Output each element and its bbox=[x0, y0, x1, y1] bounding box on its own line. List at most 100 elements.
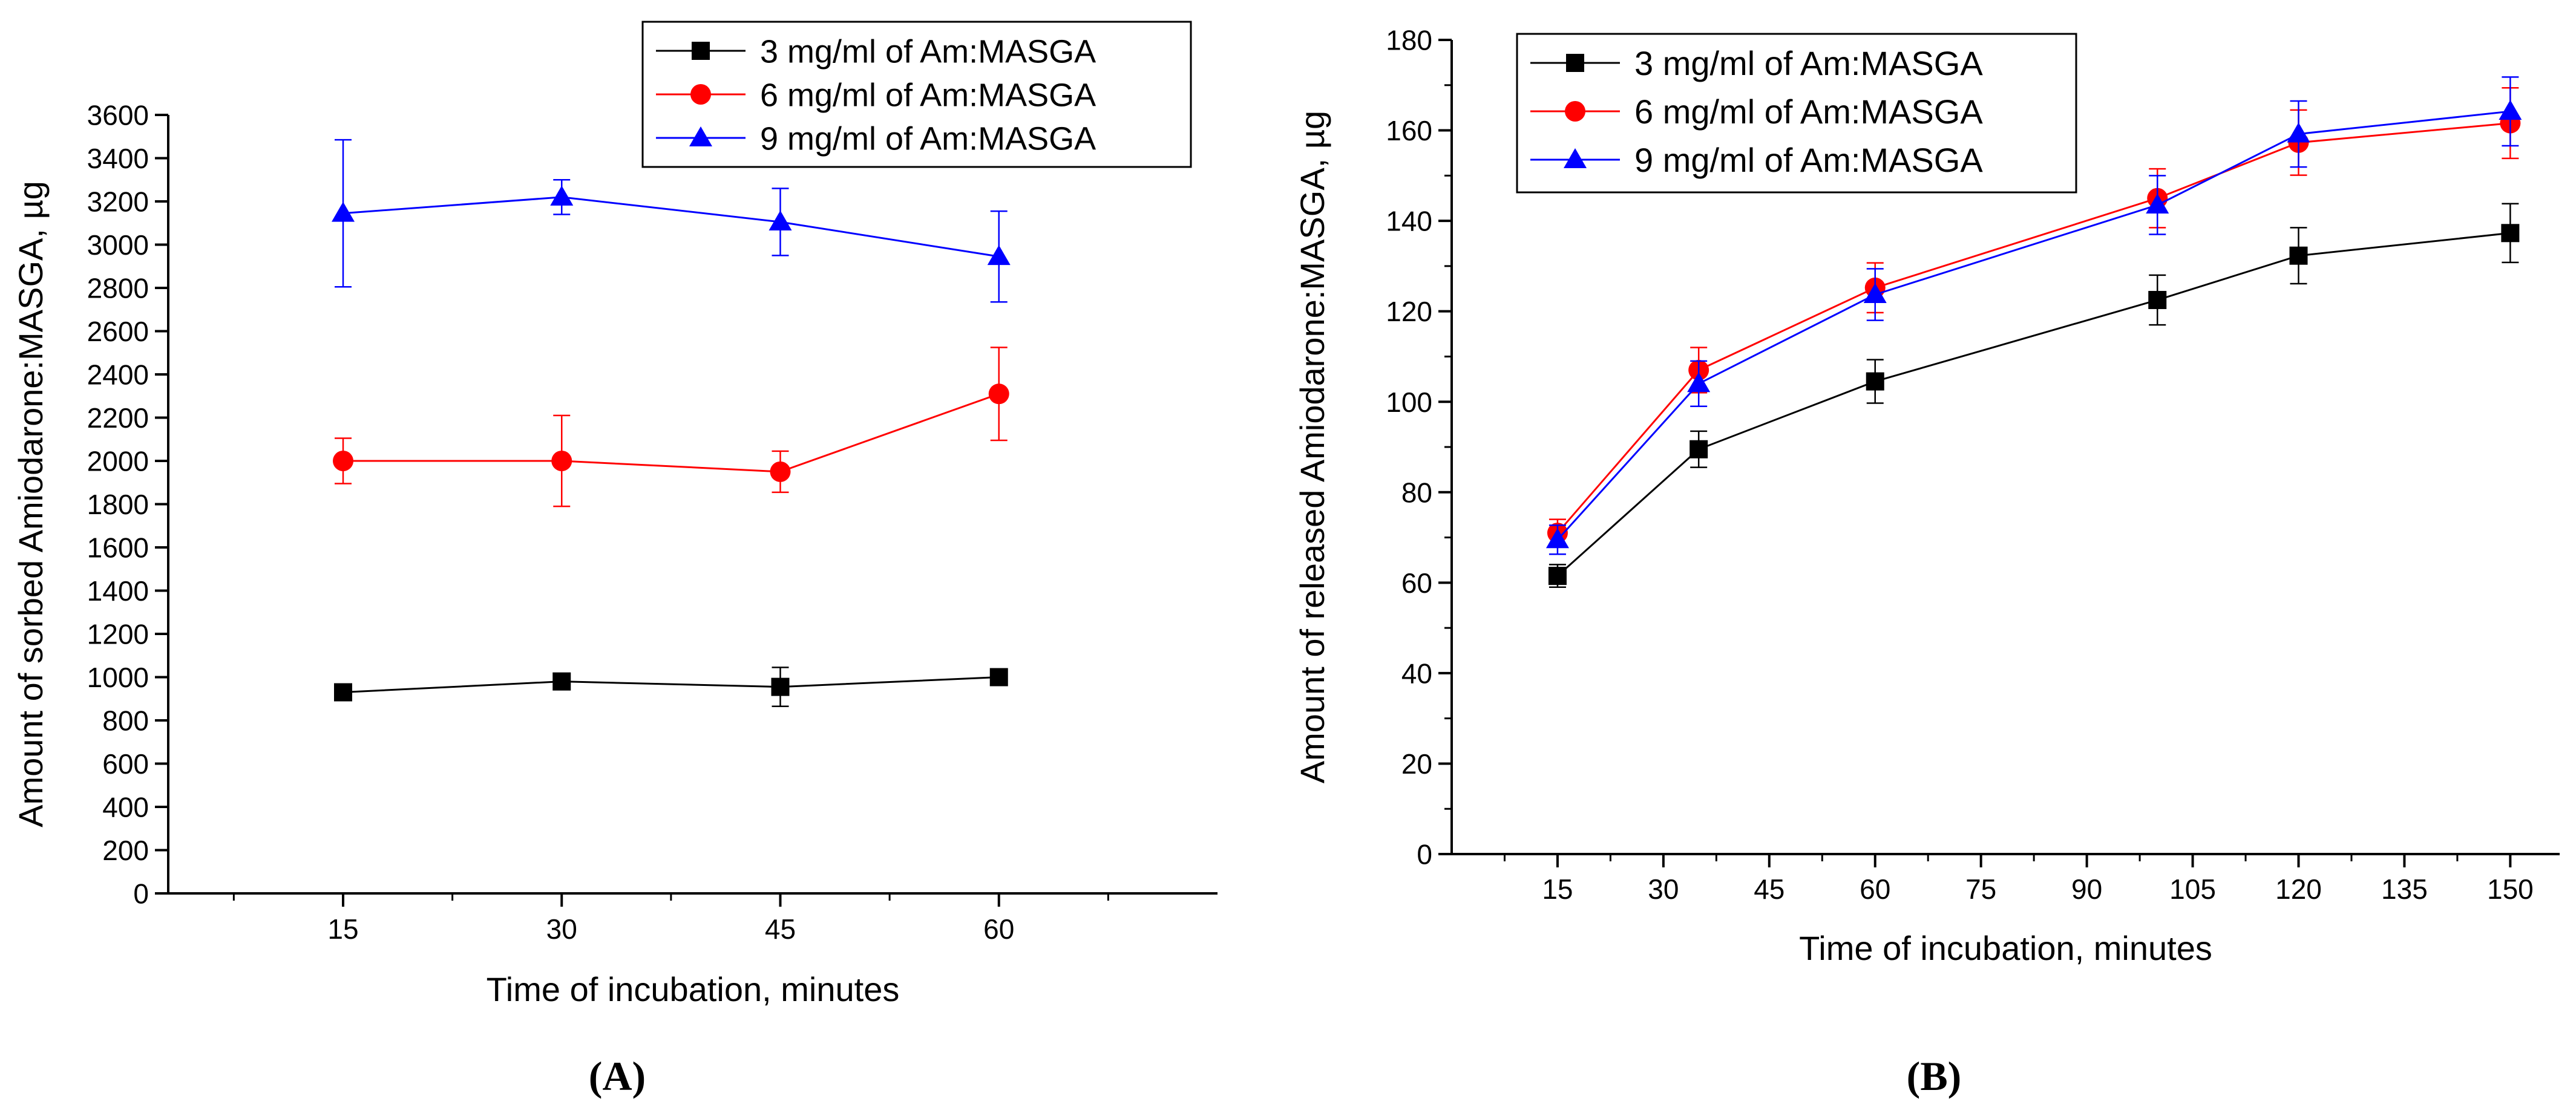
legend-marker bbox=[1566, 54, 1584, 72]
y-tick-label: 1600 bbox=[87, 532, 149, 564]
chart-panel-b: 15 30 45 60 75 90 105 120 135 150 0 20 40 60 80 100 120 1… bbox=[1293, 25, 2560, 1099]
y-axis-label: Amount of released Amiodarone:MASGA, µg bbox=[1293, 111, 1331, 783]
y-tick-label: 20 bbox=[1401, 748, 1432, 780]
series-1 bbox=[334, 667, 1008, 708]
data-point bbox=[988, 383, 1009, 405]
y-tick-label: 2600 bbox=[87, 316, 149, 347]
y-tick-label: 2800 bbox=[87, 273, 149, 304]
legend-marker bbox=[692, 42, 710, 60]
series-line bbox=[343, 393, 1000, 473]
data-point bbox=[2289, 246, 2308, 265]
y-tick-label: 140 bbox=[1386, 206, 1432, 237]
x-tick-label: 60 bbox=[1860, 873, 1890, 905]
data-point bbox=[334, 683, 352, 702]
legend-marker bbox=[689, 126, 712, 146]
y-tick-label: 1200 bbox=[87, 619, 149, 650]
series-line bbox=[1556, 122, 2511, 534]
y-tick-label: 2400 bbox=[87, 359, 149, 391]
x-tick-label: 15 bbox=[1542, 873, 1573, 905]
y-tick-label: 3200 bbox=[87, 186, 149, 218]
series-line bbox=[342, 196, 999, 258]
y-tick-label: 0 bbox=[133, 878, 149, 910]
series-line bbox=[1556, 110, 2511, 541]
series-1 bbox=[1548, 203, 2520, 589]
series-3 bbox=[1545, 76, 2522, 555]
y-tick-label: 3600 bbox=[87, 100, 149, 131]
legend: 3 mg/ml of Am:MASGA 6 mg/ml of Am:MASGA 9 … bbox=[641, 21, 1192, 168]
panel-label: (A) bbox=[589, 1053, 646, 1099]
y-tick-label: 0 bbox=[1417, 839, 1432, 870]
y-tick-label: 3000 bbox=[87, 229, 149, 261]
y-tick-label: 3400 bbox=[87, 143, 149, 174]
y-tick-label: 60 bbox=[1401, 567, 1432, 599]
data-point bbox=[2146, 193, 2169, 214]
x-tick-label: 90 bbox=[2071, 873, 2102, 905]
x-tick-label: 135 bbox=[2381, 873, 2428, 905]
x-tick-label: 150 bbox=[2487, 873, 2534, 905]
data-point bbox=[550, 185, 574, 206]
y-tick-label: 180 bbox=[1386, 25, 1432, 56]
y-tick-label: 400 bbox=[102, 792, 149, 823]
series-2 bbox=[333, 347, 1009, 507]
x-tick-label: 105 bbox=[2169, 873, 2216, 905]
y-tick-label: 2200 bbox=[87, 402, 149, 434]
x-axis-label: Time of incubation, minutes bbox=[487, 970, 900, 1008]
x-tick-label: 15 bbox=[327, 913, 358, 945]
data-point bbox=[332, 201, 355, 222]
data-point bbox=[770, 461, 791, 482]
legend-marker bbox=[1564, 148, 1587, 168]
legend-entry: 6 mg/ml of Am:MASGA bbox=[1634, 93, 1983, 131]
x-axis-label: Time of incubation, minutes bbox=[1799, 929, 2212, 967]
chart-panel-a: 15 30 45 6002004006008001000120014001600180… bbox=[11, 21, 1218, 1099]
data-point bbox=[987, 245, 1011, 266]
y-tick-label: 1400 bbox=[87, 575, 149, 607]
data-point bbox=[1687, 372, 1711, 393]
y-tick-label: 100 bbox=[1386, 387, 1432, 418]
data-point bbox=[1689, 440, 1708, 458]
legend-marker bbox=[690, 84, 711, 105]
x-tick-label: 60 bbox=[983, 913, 1014, 945]
y-tick-label: 1000 bbox=[87, 662, 149, 693]
legend-entry: 9 mg/ml of Am:MASGA bbox=[760, 120, 1096, 157]
y-tick-label: 800 bbox=[102, 705, 149, 737]
data-point bbox=[551, 451, 572, 471]
data-point bbox=[1863, 282, 1887, 303]
data-point bbox=[2148, 290, 2167, 309]
x-tick-label: 45 bbox=[765, 913, 796, 945]
x-tick-label: 45 bbox=[1754, 873, 1785, 905]
data-point bbox=[2501, 224, 2520, 243]
panel-label: (B) bbox=[1907, 1053, 1962, 1099]
data-point bbox=[771, 677, 790, 696]
y-tick-label: 1800 bbox=[87, 489, 149, 520]
data-point bbox=[1545, 528, 1569, 549]
x-tick-label: 30 bbox=[1648, 873, 1679, 905]
series-line bbox=[342, 676, 999, 694]
x-tick-label: 75 bbox=[1965, 873, 1996, 905]
y-tick-label: 80 bbox=[1401, 477, 1432, 508]
data-point bbox=[2499, 100, 2522, 120]
y-axis-label: Amount of sorbed Amiodarone:MASGA, µg bbox=[11, 181, 50, 827]
data-point bbox=[1866, 372, 1884, 391]
legend-entry: 6 mg/ml of Am:MASGA bbox=[760, 77, 1096, 113]
data-point bbox=[2287, 122, 2310, 143]
series-line bbox=[1556, 232, 2511, 577]
series-3 bbox=[332, 139, 1011, 303]
legend-marker bbox=[1565, 101, 1585, 122]
data-point bbox=[1548, 567, 1567, 586]
data-point bbox=[769, 210, 792, 230]
y-tick-label: 200 bbox=[102, 835, 149, 866]
legend-entry: 9 mg/ml of Am:MASGA bbox=[1634, 141, 1983, 179]
y-tick-label: 2000 bbox=[87, 446, 149, 477]
y-tick-label: 40 bbox=[1401, 657, 1432, 689]
data-point bbox=[989, 668, 1008, 687]
legend-box bbox=[1516, 33, 2077, 194]
y-tick-label: 160 bbox=[1386, 115, 1432, 146]
x-tick-label: 30 bbox=[546, 913, 577, 945]
x-tick-label: 120 bbox=[2275, 873, 2322, 905]
y-tick-label: 600 bbox=[102, 748, 149, 780]
data-point bbox=[333, 451, 353, 471]
legend-entry: 3 mg/ml of Am:MASGA bbox=[760, 33, 1096, 70]
y-tick-label: 120 bbox=[1386, 296, 1432, 327]
legend: 3 mg/ml of Am:MASGA 6 mg/ml of Am:MASGA 9 … bbox=[1516, 33, 2077, 194]
